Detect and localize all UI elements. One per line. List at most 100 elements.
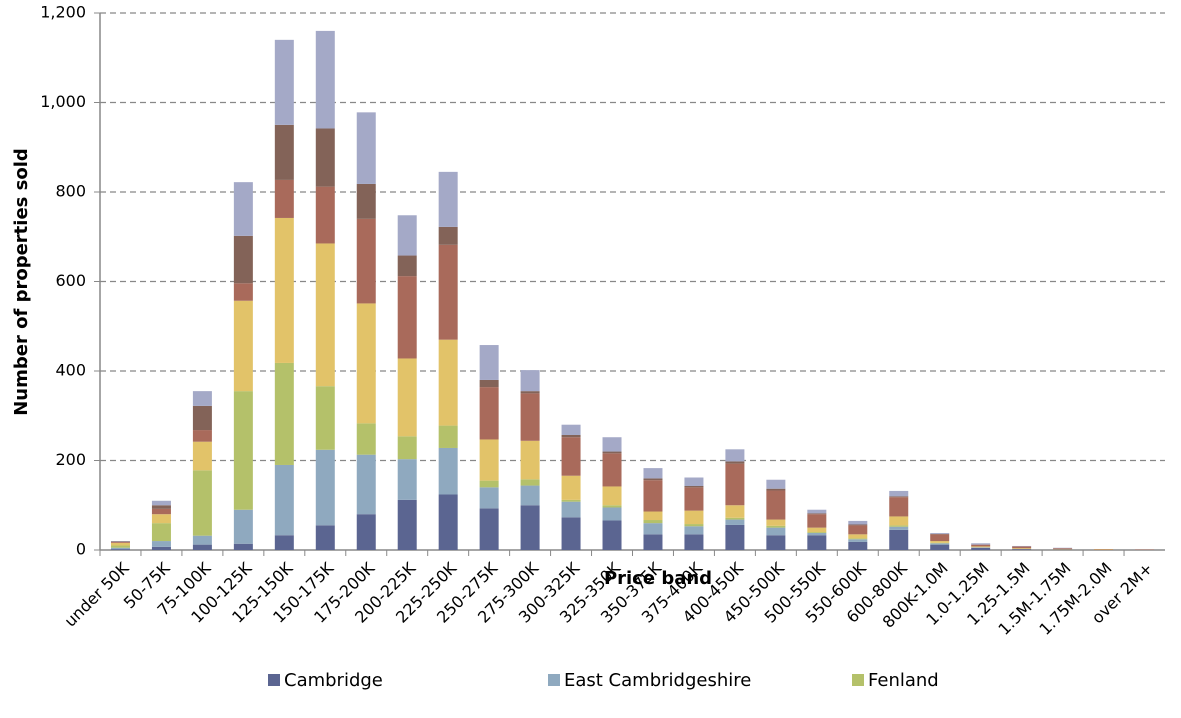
bar-segment xyxy=(438,339,458,426)
bar-segment xyxy=(766,519,786,526)
bar-segment xyxy=(848,524,868,526)
bar-segment xyxy=(479,345,499,380)
bar-segment xyxy=(315,386,335,450)
bar-segment xyxy=(725,519,745,525)
bar-segment xyxy=(848,520,868,525)
bar-segment xyxy=(520,505,540,550)
bar-segment xyxy=(602,451,622,454)
bar-segment xyxy=(274,179,294,218)
bar-segment xyxy=(151,541,171,547)
y-tick-label: 0 xyxy=(76,540,86,559)
bar-segment xyxy=(110,545,130,548)
bar-segment xyxy=(438,226,458,245)
bar-segment xyxy=(766,525,786,528)
x-axis-label: Price band xyxy=(604,568,712,589)
bar-segment xyxy=(520,440,540,480)
bar-segment xyxy=(643,520,663,524)
bar-segment xyxy=(151,500,171,506)
bar-segment xyxy=(1053,548,1073,550)
bar-segment xyxy=(561,437,581,476)
bar-segment xyxy=(438,447,458,495)
y-tick-label: 800 xyxy=(55,182,86,201)
bar-segment xyxy=(1012,548,1032,550)
bar-segment xyxy=(397,276,417,359)
bar-segment xyxy=(848,534,868,539)
bar-segment xyxy=(438,425,458,448)
bar-segment xyxy=(725,449,745,462)
bar-segment xyxy=(315,525,335,550)
bar-segment xyxy=(643,534,663,550)
bar-segment xyxy=(684,510,704,525)
bar-segment xyxy=(561,501,581,518)
bar-segment xyxy=(602,453,622,487)
bar-segment xyxy=(889,490,909,497)
bar-segment xyxy=(520,393,540,441)
bar-segment xyxy=(151,514,171,524)
bar-segment xyxy=(766,535,786,550)
bar-segment xyxy=(479,508,499,550)
bar-segment xyxy=(397,255,417,277)
bar-segment xyxy=(602,507,622,521)
bar-segment xyxy=(889,525,909,527)
bar-segment xyxy=(315,449,335,526)
bar-segment xyxy=(397,215,417,256)
bar-segment xyxy=(315,30,335,129)
bar-segment xyxy=(274,464,294,536)
bar-segment xyxy=(151,508,171,515)
bar-segment xyxy=(889,497,909,517)
bar-segment xyxy=(151,523,171,542)
legend-swatch xyxy=(548,674,560,686)
bar-segment xyxy=(438,494,458,550)
bar-segment xyxy=(274,535,294,550)
bar-segment xyxy=(561,424,581,435)
bar-segment xyxy=(971,543,991,545)
legend-label: Fenland xyxy=(868,670,939,691)
bar-segment xyxy=(356,303,376,424)
bar-segment xyxy=(807,509,827,514)
bar-segment xyxy=(602,505,622,508)
bar-segment xyxy=(233,235,253,284)
bar-segment xyxy=(192,470,212,536)
bar-segment xyxy=(930,532,950,534)
legend-swatch xyxy=(852,674,864,686)
bar-segment xyxy=(397,358,417,437)
bar-segment xyxy=(520,485,540,506)
bar-segment xyxy=(233,283,253,301)
bar-segment xyxy=(643,478,663,481)
bar-segment xyxy=(684,477,704,487)
bar-segment xyxy=(520,391,540,394)
bar-segment xyxy=(561,475,581,500)
legend-label: Cambridge xyxy=(284,670,383,691)
bar-segment xyxy=(561,499,581,502)
bar-segment xyxy=(725,505,745,518)
bar-segment xyxy=(766,490,786,520)
bar-segment xyxy=(930,544,950,550)
bar-segment xyxy=(274,362,294,465)
bar-segment xyxy=(848,525,868,535)
bar-segment xyxy=(192,441,212,471)
bar-segment xyxy=(151,546,171,550)
bar-segment xyxy=(438,244,458,340)
bar-segment xyxy=(766,527,786,536)
bar-segment xyxy=(110,549,130,550)
bar-segment xyxy=(192,535,212,545)
bar-segment xyxy=(397,459,417,500)
bar-segment xyxy=(1012,549,1032,550)
bar-segment xyxy=(930,534,950,542)
bar-segment xyxy=(971,547,991,550)
bar-segment xyxy=(520,479,540,486)
y-tick-label: 400 xyxy=(55,361,86,380)
bar-segment xyxy=(315,186,335,244)
bar-segment xyxy=(684,534,704,550)
bar-segment xyxy=(315,128,335,187)
bar-segment xyxy=(274,217,294,363)
bar-segment xyxy=(479,379,499,388)
bar-segment xyxy=(684,526,704,535)
bar-segment xyxy=(356,183,376,219)
bar-segment xyxy=(684,524,704,527)
bar-segment xyxy=(356,112,376,184)
bar-segment xyxy=(848,538,868,540)
y-tick-label: 600 xyxy=(55,271,86,290)
bar-segment xyxy=(643,480,663,512)
